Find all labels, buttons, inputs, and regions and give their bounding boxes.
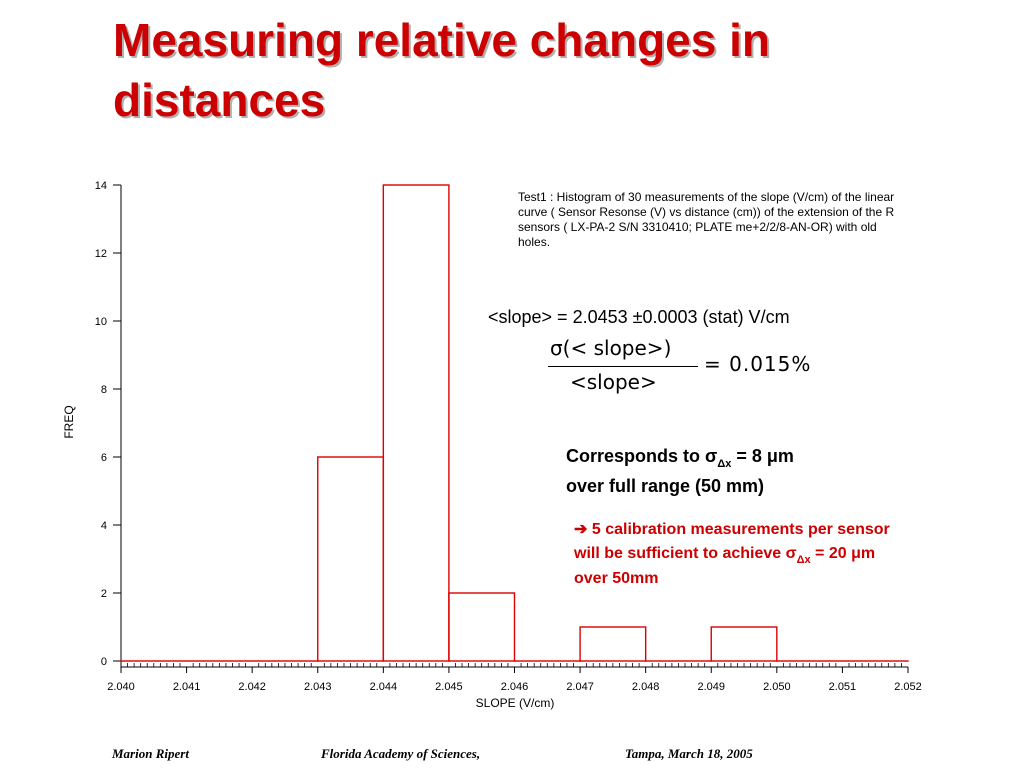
histogram-bar (448, 592, 516, 662)
histogram-bars (120, 184, 909, 662)
histogram-bar (382, 184, 450, 662)
x-tick-label: 2.050 (763, 681, 791, 693)
arrow-icon: ➔ (574, 521, 588, 538)
corresponds-text: Corresponds to σΔx = 8 μm over full rang… (566, 443, 886, 500)
slide-title: Measuring relative changes in distances (113, 14, 771, 126)
x-minor-ticks (127, 663, 902, 667)
calibration-text-2: = 20 μm over 50mm (574, 545, 876, 587)
x-tick-label: 2.051 (829, 681, 857, 693)
x-axis-label: SLOPE (V/cm) (476, 696, 555, 710)
x-tick-label: 2.052 (894, 681, 922, 693)
chart-axes (113, 184, 909, 673)
x-tick-label: 2.042 (238, 681, 266, 693)
formula-denominator: <slope> (570, 370, 657, 394)
corresponds-line2: over full range (50 mm) (566, 476, 765, 496)
x-tick-label: 2.045 (435, 681, 463, 693)
formula-result: = 0.015% (704, 352, 812, 376)
formula-numerator: σ(< slope>) (550, 336, 672, 360)
x-tick-labels: 2.040 2.041 2.042 2.043 2.044 2.045 2.046 2.047… (107, 681, 922, 693)
histogram-note: Test1 : Histogram of 30 measurements of … (518, 190, 895, 249)
x-tick-label: 2.041 (173, 681, 201, 693)
y-tick-label: 10 (95, 316, 107, 328)
footer-place-date: Tampa, March 18, 2005 (625, 746, 753, 761)
y-tick-label: 8 (101, 384, 107, 396)
x-tick-label: 2.043 (304, 681, 332, 693)
calibration-text-1: 5 calibration measurements per sensor wi… (574, 521, 890, 562)
calibration-text: ➔ 5 calibration measurements per sensor … (574, 518, 894, 591)
histogram-bar (317, 456, 385, 662)
y-tick-label: 2 (101, 588, 107, 600)
x-tick-label: 2.040 (107, 681, 135, 693)
y-tick-label: 14 (95, 180, 107, 192)
corresponds-suffix: = 8 μm (731, 446, 794, 466)
y-tick-label: 6 (101, 452, 107, 464)
corresponds-subscript: Δx (717, 458, 732, 470)
x-tick-label: 2.048 (632, 681, 660, 693)
fraction-bar (548, 366, 698, 367)
mean-slope-line: <slope> = 2.0453 ±0.0003 (stat) V/cm (488, 307, 790, 327)
y-tick-label: 4 (101, 520, 107, 532)
calibration-subscript: Δx (796, 554, 811, 566)
y-tick-labels: 0 2 4 6 8 10 12 14 (95, 180, 107, 668)
x-tick-label: 2.044 (370, 681, 398, 693)
histogram-bar (710, 626, 778, 662)
x-tick-label: 2.046 (501, 681, 529, 693)
x-tick-label: 2.049 (697, 681, 725, 693)
y-tick-label: 12 (95, 248, 107, 260)
footer-venue: Florida Academy of Sciences, (321, 746, 481, 761)
footer-author: Marion Ripert (112, 746, 189, 761)
x-tick-label: 2.047 (566, 681, 594, 693)
histogram-bar (579, 626, 647, 662)
y-axis-label: FREQ (62, 405, 76, 438)
corresponds-prefix: Corresponds to σ (566, 446, 718, 466)
relative-error-formula: σ(< slope>) <slope> = 0.015% (548, 336, 838, 400)
y-tick-label: 0 (101, 656, 107, 668)
